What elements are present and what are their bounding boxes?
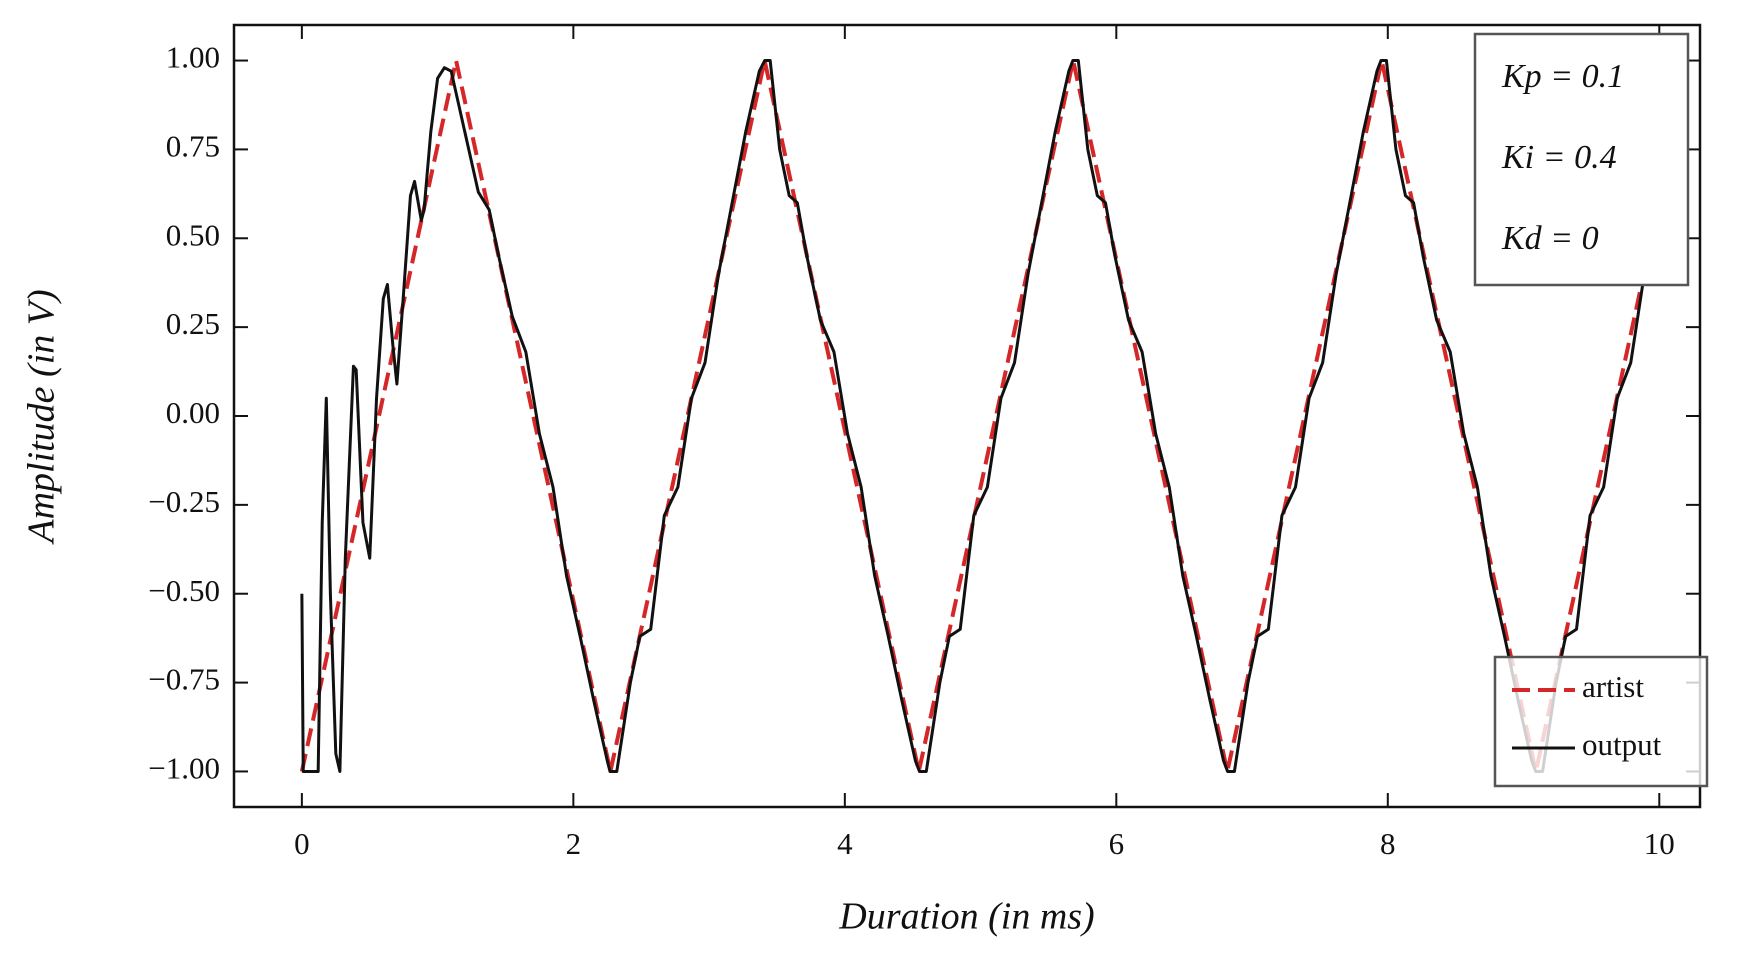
y-tick-label: 0.75 [166, 129, 220, 164]
annotation: Kp = 0.1 [1501, 58, 1624, 95]
y-tick-label: −0.50 [148, 573, 220, 608]
y-tick-label: 1.00 [166, 40, 220, 75]
plot-frame [232, 23, 1702, 809]
y-tick-label: −0.25 [148, 484, 220, 519]
line-series [300, 59, 1660, 773]
y-tick-label: −0.75 [148, 662, 220, 697]
x-tick-label: 6 [1109, 826, 1125, 861]
annotation: Kd = 0 [1501, 220, 1599, 257]
annotation: Ki = 0.4 [1501, 139, 1617, 176]
y-tick-label: −1.00 [148, 751, 220, 786]
legend-box [1493, 655, 1709, 788]
legend-label: artist [1582, 669, 1644, 704]
x-tick-label: 4 [837, 826, 853, 861]
y-axis-label: Amplitude (in V) [21, 289, 63, 545]
x-tick-label: 2 [566, 826, 582, 861]
y-tick-label: 0.00 [166, 395, 220, 430]
annotation-box [1473, 32, 1690, 287]
legend-label: output [1582, 727, 1662, 762]
x-tick-label: 10 [1644, 826, 1675, 861]
x-axis-label: Duration (in ms) [838, 896, 1094, 938]
x-tick-label: 0 [294, 826, 310, 861]
x-tick-label: 8 [1380, 826, 1396, 861]
y-tick-label: 0.50 [166, 217, 220, 252]
y-tick-label: 0.25 [166, 306, 220, 341]
